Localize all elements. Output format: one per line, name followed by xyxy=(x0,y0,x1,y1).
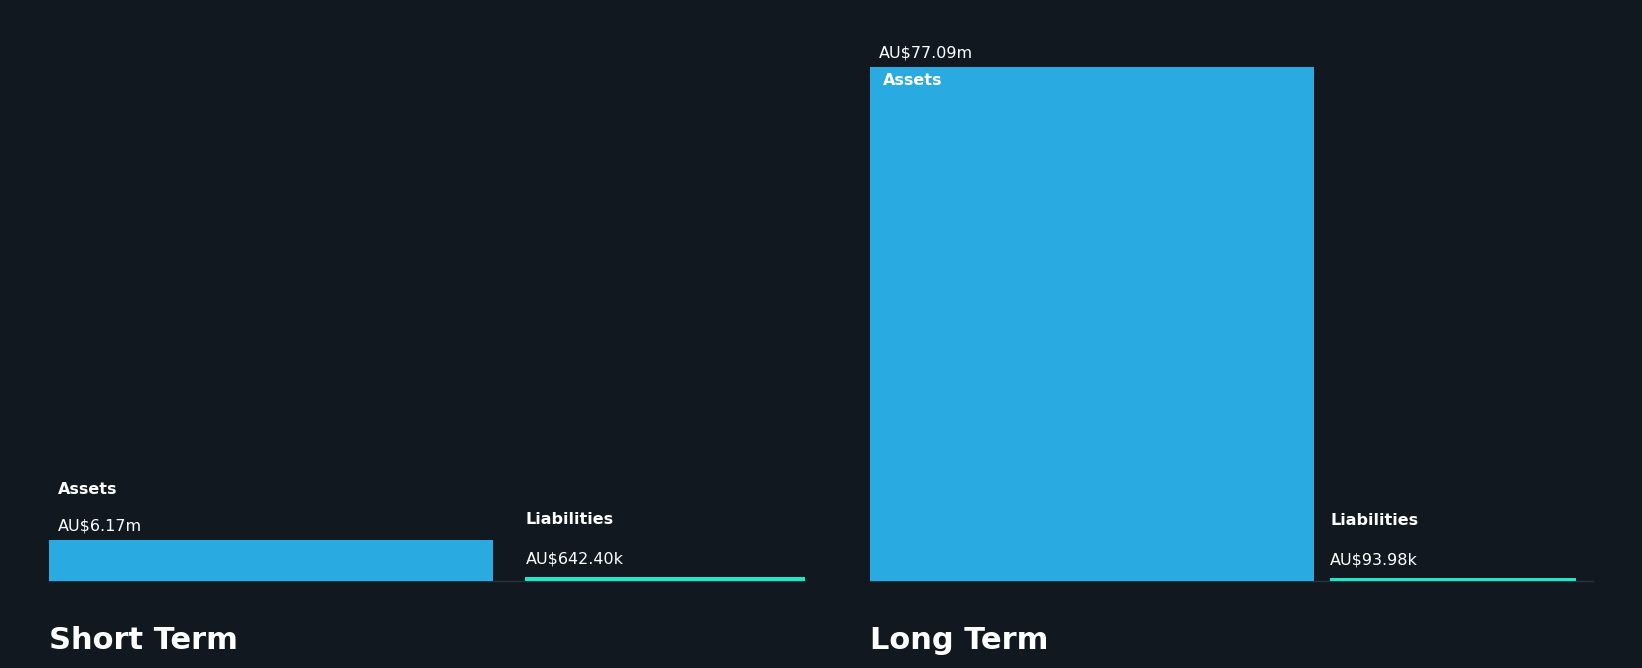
Text: Long Term: Long Term xyxy=(870,626,1049,655)
Bar xyxy=(525,577,805,581)
Bar xyxy=(49,540,493,581)
Text: Liabilities: Liabilities xyxy=(1330,513,1419,528)
Text: AU$93.98k: AU$93.98k xyxy=(1330,553,1419,568)
Bar xyxy=(870,67,1314,581)
Text: AU$77.09m: AU$77.09m xyxy=(878,45,972,60)
Text: Assets: Assets xyxy=(883,73,943,88)
Text: Liabilities: Liabilities xyxy=(525,512,614,527)
Text: Short Term: Short Term xyxy=(49,626,238,655)
Text: AU$6.17m: AU$6.17m xyxy=(57,518,141,533)
Bar xyxy=(1330,578,1576,581)
Text: AU$642.40k: AU$642.40k xyxy=(525,552,624,567)
Text: Assets: Assets xyxy=(57,482,117,496)
